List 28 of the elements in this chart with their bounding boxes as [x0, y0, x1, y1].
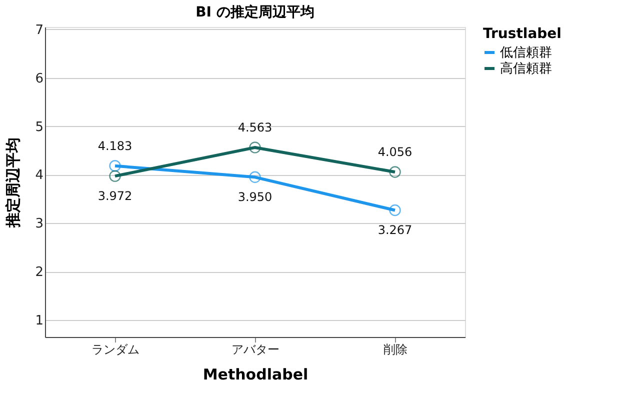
y-tick-label: 3 [35, 216, 44, 232]
chart-title: BI の推定周辺平均 [196, 3, 314, 20]
data-label: 4.183 [98, 138, 132, 153]
x-axis-title: Methodlabel [202, 366, 308, 384]
point [109, 170, 121, 182]
legend-label: 高信頼群 [500, 60, 552, 76]
y-tick-label: 5 [35, 120, 44, 135]
data-label: 3.267 [378, 223, 412, 238]
data-label: 4.563 [238, 120, 272, 134]
y-tick-label: 6 [35, 71, 44, 86]
x-tick-label: アバター [232, 342, 280, 356]
y-axis-title: 推定周辺平均 [4, 138, 22, 228]
data-label: 3.950 [238, 190, 272, 204]
y-tick-label: 2 [35, 265, 44, 280]
point [389, 166, 401, 178]
legend-title: Trustlabel [483, 26, 562, 42]
point [249, 171, 261, 183]
point [249, 142, 261, 154]
point [109, 160, 121, 172]
data-label: 3.972 [98, 189, 132, 204]
legend-label: 低信頼群 [500, 46, 552, 60]
data-label: 4.056 [378, 145, 412, 160]
x-tick-label: 削除 [384, 342, 408, 356]
y-tick-label: 7 [35, 22, 44, 38]
point [389, 204, 401, 216]
y-tick-label: 1 [35, 314, 44, 329]
y-tick-label: 4 [35, 168, 44, 184]
x-tick-label: ランダム [92, 342, 140, 356]
